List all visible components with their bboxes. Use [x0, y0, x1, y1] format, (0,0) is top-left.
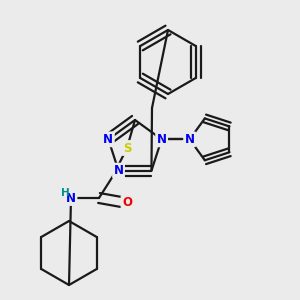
- Text: H: H: [61, 188, 69, 198]
- Text: N: N: [157, 133, 166, 146]
- Text: N: N: [66, 191, 76, 205]
- Text: N: N: [113, 164, 124, 177]
- Text: N: N: [184, 133, 195, 146]
- Text: S: S: [123, 142, 131, 154]
- Text: N: N: [103, 133, 113, 146]
- Text: O: O: [122, 196, 132, 209]
